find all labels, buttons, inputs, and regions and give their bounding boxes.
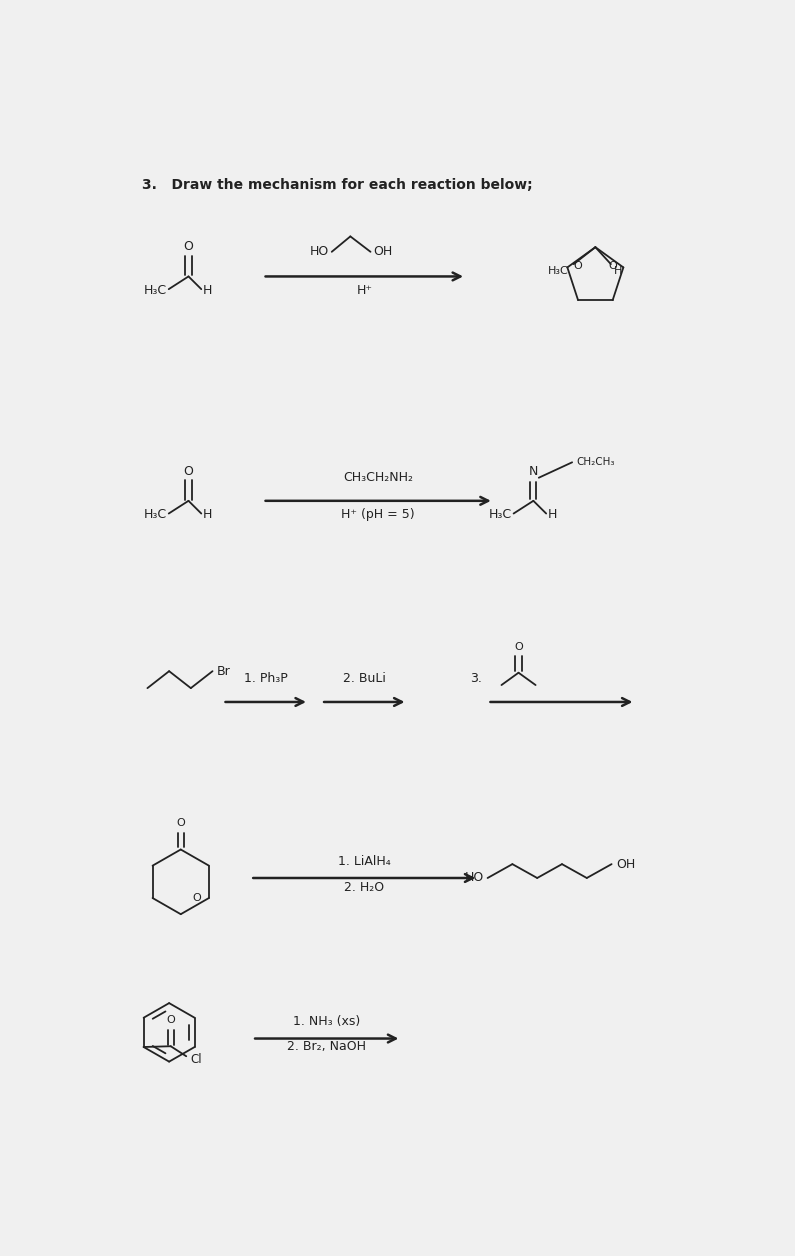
Text: O: O (573, 261, 582, 271)
Text: O: O (184, 465, 193, 477)
Text: CH₂CH₃: CH₂CH₃ (576, 457, 615, 467)
Text: 2. BuLi: 2. BuLi (343, 672, 386, 685)
Text: 1. NH₃ (xs): 1. NH₃ (xs) (293, 1015, 360, 1029)
Text: H: H (203, 509, 212, 521)
Text: Cl: Cl (190, 1053, 202, 1066)
Text: H: H (614, 266, 622, 276)
Text: H⁺: H⁺ (356, 284, 372, 296)
Text: HO: HO (464, 872, 483, 884)
Text: HO: HO (310, 245, 329, 259)
Text: O: O (184, 240, 193, 254)
Text: O: O (176, 818, 185, 828)
Text: H₃C: H₃C (549, 266, 569, 276)
Text: 3.   Draw the mechanism for each reaction below;: 3. Draw the mechanism for each reaction … (142, 178, 533, 192)
Text: 1. Ph₃P: 1. Ph₃P (244, 672, 288, 685)
Text: H: H (548, 509, 557, 521)
Text: H⁺ (pH = 5): H⁺ (pH = 5) (341, 509, 415, 521)
Text: O: O (192, 893, 201, 903)
Text: 1. LiAlH₄: 1. LiAlH₄ (338, 854, 390, 868)
Text: H₃C: H₃C (489, 509, 512, 521)
Text: H₃C: H₃C (144, 284, 167, 296)
Text: Br: Br (217, 664, 231, 678)
Text: O: O (514, 642, 523, 652)
Text: CH₃CH₂NH₂: CH₃CH₂NH₂ (343, 471, 413, 485)
Text: 2. H₂O: 2. H₂O (344, 880, 384, 894)
Text: O: O (166, 1015, 175, 1025)
Text: H₃C: H₃C (144, 509, 167, 521)
Text: 2. Br₂, NaOH: 2. Br₂, NaOH (287, 1040, 366, 1053)
Text: O: O (608, 261, 617, 271)
Text: H: H (203, 284, 212, 296)
Text: OH: OH (616, 858, 635, 870)
Text: OH: OH (374, 245, 393, 259)
Text: 3.: 3. (470, 672, 482, 685)
Text: N: N (529, 465, 538, 477)
